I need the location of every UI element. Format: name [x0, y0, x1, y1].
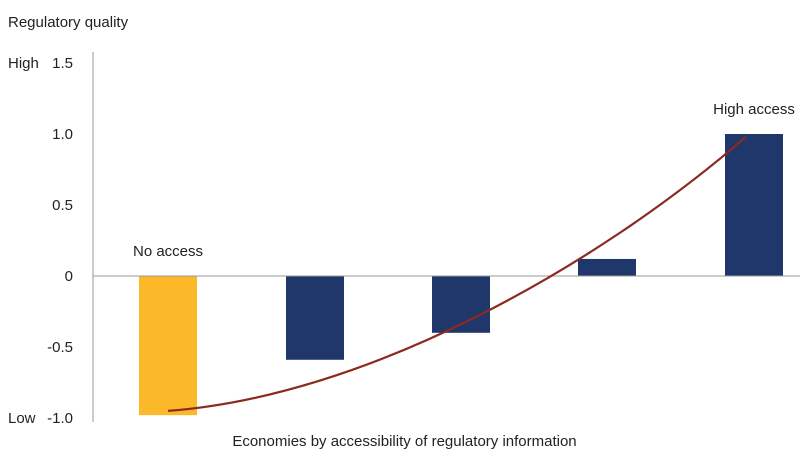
y-tick-label: 1.5	[52, 55, 73, 72]
y-tick-label: -0.5	[47, 339, 73, 356]
bar-4	[725, 134, 783, 276]
bar-0	[139, 276, 197, 416]
bar-3	[578, 258, 636, 276]
bar-1	[286, 276, 344, 360]
y-tick-label: -1.0	[47, 410, 73, 427]
y-axis-title: Regulatory quality	[8, 14, 129, 31]
y-low-label: Low	[8, 410, 36, 427]
y-tick-label: 1.0	[52, 126, 73, 143]
y-high-label: High	[8, 55, 39, 72]
y-tick-label: 0	[65, 268, 73, 285]
x-axis-title: Economies by accessibility of regulatory…	[232, 433, 577, 450]
y-tick-label: 0.5	[52, 197, 73, 214]
annotation-1: High access	[713, 101, 795, 118]
trend-curve	[167, 136, 747, 412]
annotation-0: No access	[133, 243, 203, 260]
